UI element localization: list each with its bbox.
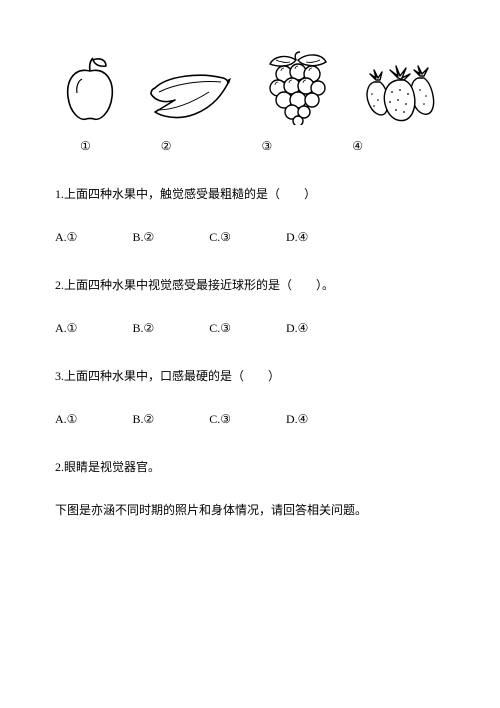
prompt-line: 下图是亦涵不同时期的照片和身体情况，请回答相关问题。 bbox=[55, 501, 445, 519]
question-3-text: 3.上面四种水果中，口感最硬的是（ ） bbox=[55, 369, 280, 383]
question-2-options: A.① B.② C.③ D.④ bbox=[55, 319, 445, 337]
fruit-number-4: ④ bbox=[352, 137, 363, 155]
option-2-d: D.④ bbox=[286, 319, 308, 337]
option-1-b: B.② bbox=[132, 228, 154, 246]
statement-line: 2.眼睛是视觉器官。 bbox=[55, 458, 445, 476]
question-1-options: A.① B.② C.③ D.④ bbox=[55, 228, 445, 246]
grapes-icon bbox=[260, 50, 335, 125]
statement-text: 2.眼睛是视觉器官。 bbox=[55, 460, 160, 474]
option-3-d: D.④ bbox=[286, 410, 308, 428]
fruit-number-3: ③ bbox=[262, 137, 273, 155]
option-1-d: D.④ bbox=[286, 228, 308, 246]
page: ① ② ③ ④ 1.上面四种水果中，触觉感受最粗糙的是（ ） A.① B.② C… bbox=[0, 0, 500, 708]
option-2-c: C.③ bbox=[209, 319, 231, 337]
banana-icon bbox=[145, 70, 235, 125]
strawberry-icon bbox=[360, 60, 440, 125]
question-3-options: A.① B.② C.③ D.④ bbox=[55, 410, 445, 428]
option-1-a: A.① bbox=[55, 228, 77, 246]
question-3: 3.上面四种水果中，口感最硬的是（ ） bbox=[55, 367, 445, 385]
apple-icon bbox=[60, 55, 120, 125]
option-2-a: A.① bbox=[55, 319, 77, 337]
option-2-b: B.② bbox=[132, 319, 154, 337]
fruit-numbers-row: ① ② ③ ④ bbox=[55, 137, 445, 155]
option-3-a: A.① bbox=[55, 410, 77, 428]
fruit-images-row bbox=[55, 50, 445, 125]
question-1: 1.上面四种水果中，触觉感受最粗糙的是（ ） bbox=[55, 185, 445, 203]
option-3-c: C.③ bbox=[209, 410, 231, 428]
question-2: 2.上面四种水果中视觉感受最接近球形的是（ ）。 bbox=[55, 276, 445, 294]
question-1-text: 1.上面四种水果中，触觉感受最粗糙的是（ ） bbox=[55, 187, 316, 201]
option-1-c: C.③ bbox=[209, 228, 231, 246]
fruit-number-1: ① bbox=[80, 137, 91, 155]
prompt-text: 下图是亦涵不同时期的照片和身体情况，请回答相关问题。 bbox=[55, 503, 367, 517]
fruit-number-2: ② bbox=[161, 137, 172, 155]
option-3-b: B.② bbox=[132, 410, 154, 428]
question-2-text: 2.上面四种水果中视觉感受最接近球形的是（ ）。 bbox=[55, 278, 334, 292]
